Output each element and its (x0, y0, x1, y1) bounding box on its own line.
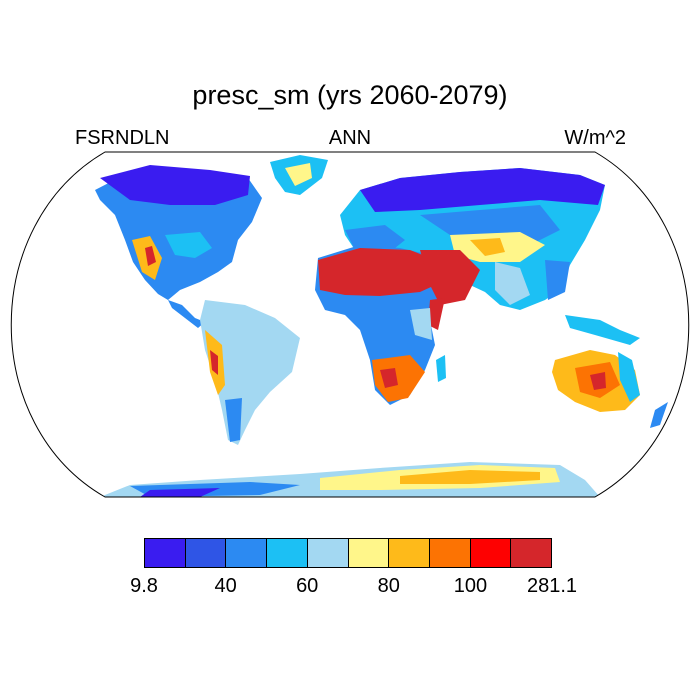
sahara (318, 248, 442, 296)
colorbar-box (306, 538, 349, 568)
colorbar-label: 80 (377, 575, 400, 597)
colorbar (144, 538, 553, 568)
arabia (420, 250, 480, 305)
colorbar-box (225, 538, 268, 568)
colorbar-label: 40 (214, 575, 237, 597)
colorbar-label: 60 (296, 575, 319, 597)
colorbar-box (347, 538, 390, 568)
colorbar-box (510, 538, 553, 568)
colorbar-box (388, 538, 430, 568)
colorbar-label: 281.1 (526, 575, 578, 597)
colorbar-box (469, 538, 512, 568)
colorbar-label: 100 (453, 575, 488, 597)
colorbar-box (144, 538, 186, 568)
colorbar-box (428, 538, 471, 568)
colorbar-box (266, 538, 308, 568)
colorbar-label: 9.8 (130, 575, 158, 597)
north-america-north (100, 165, 250, 205)
colorbar-box (184, 538, 227, 568)
season-label: ANN (328, 127, 372, 149)
map-outline (10, 151, 690, 498)
south-america (200, 300, 300, 445)
map-title: presc_sm (yrs 2060-2079) (192, 80, 508, 110)
variable-name: FSRNDLN (75, 127, 170, 149)
units-label: W/m^2 (564, 127, 626, 149)
